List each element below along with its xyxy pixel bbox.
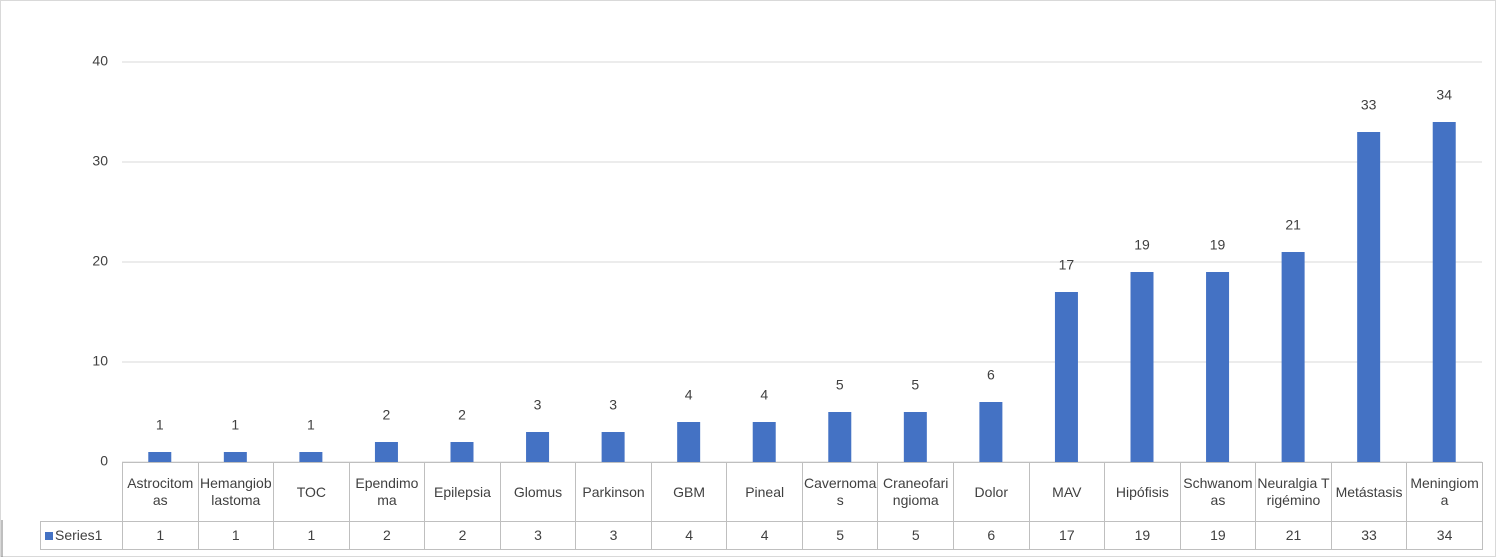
- bar: [979, 402, 1003, 462]
- table-value: 1: [197, 521, 275, 550]
- table-value: 19: [1104, 521, 1181, 550]
- bar: [1432, 122, 1456, 462]
- table-value: 3: [499, 521, 577, 550]
- data-label: 17: [1059, 257, 1075, 273]
- legend-entry: Series1: [40, 521, 123, 550]
- category-label: Glomus: [499, 462, 577, 522]
- category-label: Cavernomas: [801, 462, 879, 522]
- table-value: 1: [273, 521, 350, 550]
- category-label: Hipófisis: [1104, 462, 1181, 522]
- data-label: 2: [458, 407, 466, 423]
- y-tick-label: 10: [92, 353, 108, 369]
- table-value: 1: [122, 521, 199, 550]
- category-label: MAV: [1028, 462, 1106, 522]
- table-value: 4: [726, 521, 803, 550]
- category-label: Dolor: [953, 462, 1030, 522]
- table-value: 5: [801, 521, 879, 550]
- y-tick-label: 30: [92, 153, 108, 169]
- category-label: Schwanomas: [1179, 462, 1257, 522]
- bar: [677, 422, 701, 462]
- legend-key: [45, 532, 53, 541]
- table-value: 17: [1028, 521, 1106, 550]
- data-label: 5: [911, 377, 919, 393]
- bar: [148, 452, 172, 462]
- data-label: 1: [156, 417, 164, 433]
- category-label: Neuralgia Trigémino: [1255, 462, 1332, 522]
- bar: [223, 452, 247, 462]
- bar: [1206, 272, 1230, 462]
- y-tick-label: 20: [92, 253, 108, 269]
- bar: [1357, 132, 1381, 462]
- table-value: 33: [1330, 521, 1408, 550]
- data-label: 5: [836, 377, 844, 393]
- bar: [752, 422, 776, 462]
- data-table: Astrocitomas Hemangioblastoma TOC Ependimom…: [40, 462, 1483, 550]
- category-label: Hemangioblastoma: [197, 462, 275, 522]
- data-label: 19: [1210, 237, 1226, 253]
- data-label: 34: [1436, 87, 1452, 103]
- y-tick-label: 40: [92, 53, 108, 69]
- bar: [1054, 292, 1078, 462]
- table-value: 6: [953, 521, 1030, 550]
- data-label: 3: [609, 397, 617, 413]
- data-label: 33: [1361, 97, 1377, 113]
- legend-label: Series1: [55, 527, 103, 543]
- category-label: Epilepsia: [424, 462, 501, 522]
- table-value: 5: [877, 521, 955, 550]
- bar: [526, 432, 550, 462]
- bar: [1281, 252, 1305, 462]
- table-value: 2: [348, 521, 426, 550]
- data-label: 2: [383, 407, 391, 423]
- table-value: 19: [1179, 521, 1257, 550]
- category-label: Pineal: [726, 462, 803, 522]
- table-corner: [40, 462, 123, 522]
- category-label: Craneofaringioma: [877, 462, 955, 522]
- bar: [601, 432, 625, 462]
- data-label: 4: [685, 387, 693, 403]
- table-value: 2: [424, 521, 501, 550]
- category-label: Ependimoma: [348, 462, 426, 522]
- category-label: Metástasis: [1330, 462, 1408, 522]
- data-label: 4: [760, 387, 768, 403]
- data-label: 1: [307, 417, 315, 433]
- data-label: 6: [987, 367, 995, 383]
- table-value: 3: [575, 521, 652, 550]
- category-label: Parkinson: [575, 462, 652, 522]
- y-tick-label: 0: [100, 453, 108, 469]
- category-label: TOC: [273, 462, 350, 522]
- data-label: 19: [1134, 237, 1150, 253]
- bar: [374, 442, 398, 462]
- category-label: Astrocitomas: [122, 462, 199, 522]
- bar: [828, 412, 852, 462]
- bar: [299, 452, 323, 462]
- bar: [450, 442, 474, 462]
- table-value: 21: [1255, 521, 1332, 550]
- bar: [903, 412, 927, 462]
- table-value: 4: [650, 521, 728, 550]
- data-label: 21: [1285, 217, 1301, 233]
- data-label: 1: [231, 417, 239, 433]
- bar: [1130, 272, 1154, 462]
- category-label: GBM: [650, 462, 728, 522]
- data-label: 3: [534, 397, 542, 413]
- table-value: 34: [1406, 521, 1483, 550]
- category-label: Meningioma: [1406, 462, 1483, 522]
